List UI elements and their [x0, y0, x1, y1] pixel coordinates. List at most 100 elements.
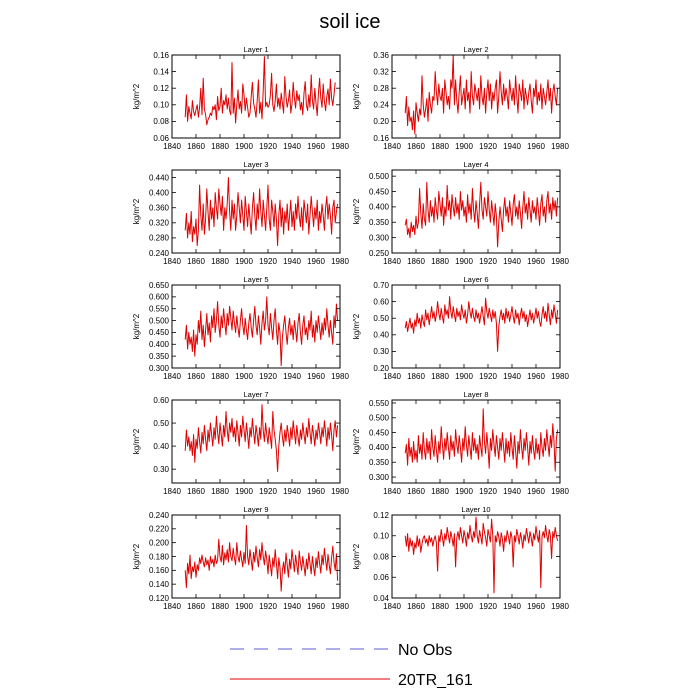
x-tick-label-layer-7: 1880	[211, 487, 229, 496]
y-tick-label-layer-8: 0.300	[369, 473, 390, 482]
x-tick-label-layer-3: 1980	[331, 257, 349, 266]
x-tick-label-layer-2: 1900	[455, 142, 473, 151]
y-tick-label-layer-7: 0.30	[153, 465, 169, 474]
x-tick-label-layer-9: 1840	[163, 602, 181, 611]
x-tick-label-layer-5: 1880	[211, 372, 229, 381]
panel-title-layer-5: Layer 5	[243, 275, 268, 284]
y-tick-label-layer-10: 0.10	[373, 532, 389, 541]
x-tick-label-layer-8: 1880	[431, 487, 449, 496]
panel-title-layer-6: Layer 6	[463, 275, 488, 284]
legend-label-no-obs: No Obs	[398, 642, 452, 659]
x-tick-label-layer-8: 1900	[455, 487, 473, 496]
x-tick-label-layer-2: 1840	[383, 142, 401, 151]
x-tick-label-layer-8: 1920	[479, 487, 497, 496]
y-tick-label-layer-7: 0.40	[153, 442, 169, 451]
x-tick-label-layer-8: 1940	[503, 487, 521, 496]
plot-frame-layer-7	[171, 399, 341, 484]
y-tick-label-layer-6: 0.70	[373, 281, 389, 290]
y-tick-label-layer-4: 0.300	[369, 233, 390, 242]
plot-frame-layer-8	[391, 399, 561, 484]
x-tick-label-layer-6: 1940	[503, 372, 521, 381]
y-tick-label-layer-3: 0.440	[149, 173, 170, 182]
series-line-layer-9	[184, 524, 339, 592]
series-line-layer-7	[184, 404, 339, 472]
x-tick-label-layer-1: 1880	[211, 142, 229, 151]
x-tick-label-layer-6: 1900	[455, 372, 473, 381]
x-tick-label-layer-6: 1920	[479, 372, 497, 381]
y-axis-label-layer-6: kg/m^2	[352, 313, 361, 339]
x-tick-label-layer-6: 1880	[431, 372, 449, 381]
panel-layer-8: Layer 8 kg/m^2 0.300 0.350 0.400 0.450 0.500 0.…	[352, 390, 569, 496]
y-tick-label-layer-7: 0.60	[153, 396, 169, 405]
panel-title-layer-2: Layer 2	[463, 45, 488, 54]
y-tick-label-layer-6: 0.30	[373, 347, 389, 356]
x-tick-label-layer-3: 1840	[163, 257, 181, 266]
panel-title-layer-9: Layer 9	[243, 505, 268, 514]
x-tick-label-layer-10: 1840	[383, 602, 401, 611]
panel-layer-7: Layer 7 kg/m^2 0.30 0.40 0.50 0.60 1840 1860 188…	[132, 390, 349, 496]
y-tick-label-layer-6: 0.60	[373, 297, 389, 306]
y-tick-label-layer-10: 0.06	[373, 573, 389, 582]
y-tick-label-layer-9: 0.240	[149, 511, 170, 520]
x-tick-label-layer-3: 1860	[187, 257, 205, 266]
series-line-layer-5	[184, 296, 339, 367]
x-tick-label-layer-2: 1860	[407, 142, 425, 151]
y-tick-label-layer-10: 0.08	[373, 552, 389, 561]
y-tick-label-layer-5: 0.600	[149, 293, 170, 302]
y-tick-label-layer-5: 0.450	[149, 328, 170, 337]
y-tick-label-layer-1: 0.16	[153, 51, 169, 60]
x-tick-label-layer-1: 1980	[331, 142, 349, 151]
x-tick-label-layer-4: 1900	[455, 257, 473, 266]
x-tick-label-layer-6: 1960	[527, 372, 545, 381]
x-tick-label-layer-2: 1920	[479, 142, 497, 151]
x-tick-label-layer-8: 1860	[407, 487, 425, 496]
x-tick-label-layer-6: 1860	[407, 372, 425, 381]
x-tick-label-layer-9: 1960	[307, 602, 325, 611]
panel-layer-10: Layer 10 kg/m^2 0.04 0.06 0.08 0.10 0.12 1840 18…	[352, 505, 569, 611]
y-tick-label-layer-3: 0.240	[149, 249, 170, 258]
x-tick-label-layer-3: 1880	[211, 257, 229, 266]
series-line-layer-8	[404, 408, 559, 472]
x-tick-label-layer-6: 1980	[551, 372, 569, 381]
panel-title-layer-8: Layer 8	[463, 390, 488, 399]
x-tick-label-layer-1: 1960	[307, 142, 325, 151]
y-tick-label-layer-1: 0.06	[153, 134, 169, 143]
series-line-layer-10	[404, 516, 559, 594]
y-tick-label-layer-1: 0.14	[153, 67, 169, 76]
x-tick-label-layer-3: 1900	[235, 257, 253, 266]
y-tick-label-layer-9: 0.120	[149, 594, 170, 603]
y-tick-label-layer-5: 0.650	[149, 281, 170, 290]
y-axis-label-layer-5: kg/m^2	[132, 313, 141, 339]
x-tick-label-layer-10: 1960	[527, 602, 545, 611]
x-tick-label-layer-5: 1860	[187, 372, 205, 381]
panel-title-layer-10: Layer 10	[461, 505, 490, 514]
y-tick-label-layer-9: 0.140	[149, 580, 170, 589]
y-tick-label-layer-7: 0.50	[153, 419, 169, 428]
y-tick-label-layer-6: 0.20	[373, 364, 389, 373]
x-tick-label-layer-2: 1940	[503, 142, 521, 151]
x-tick-label-layer-7: 1920	[259, 487, 277, 496]
y-tick-label-layer-5: 0.400	[149, 340, 170, 349]
x-tick-label-layer-10: 1980	[551, 602, 569, 611]
x-tick-label-layer-10: 1880	[431, 602, 449, 611]
y-tick-label-layer-2: 0.20	[373, 117, 389, 126]
panel-title-layer-4: Layer 4	[463, 160, 488, 169]
y-tick-label-layer-9: 0.200	[149, 538, 170, 547]
x-tick-label-layer-7: 1960	[307, 487, 325, 496]
y-axis-label-layer-8: kg/m^2	[352, 428, 361, 454]
plot-frame-layer-6	[391, 284, 561, 369]
y-tick-label-layer-8: 0.500	[369, 414, 390, 423]
y-tick-label-layer-4: 0.450	[369, 187, 390, 196]
x-tick-label-layer-5: 1980	[331, 372, 349, 381]
legend-label-20tr-161: 20TR_161	[398, 672, 473, 689]
y-tick-label-layer-2: 0.32	[373, 67, 389, 76]
y-axis-label-layer-4: kg/m^2	[352, 198, 361, 224]
x-tick-label-layer-7: 1940	[283, 487, 301, 496]
x-tick-label-layer-4: 1980	[551, 257, 569, 266]
y-tick-label-layer-5: 0.500	[149, 316, 170, 325]
x-tick-label-layer-5: 1900	[235, 372, 253, 381]
y-tick-label-layer-6: 0.50	[373, 314, 389, 323]
x-tick-label-layer-4: 1940	[503, 257, 521, 266]
x-tick-label-layer-2: 1980	[551, 142, 569, 151]
x-tick-label-layer-4: 1860	[407, 257, 425, 266]
